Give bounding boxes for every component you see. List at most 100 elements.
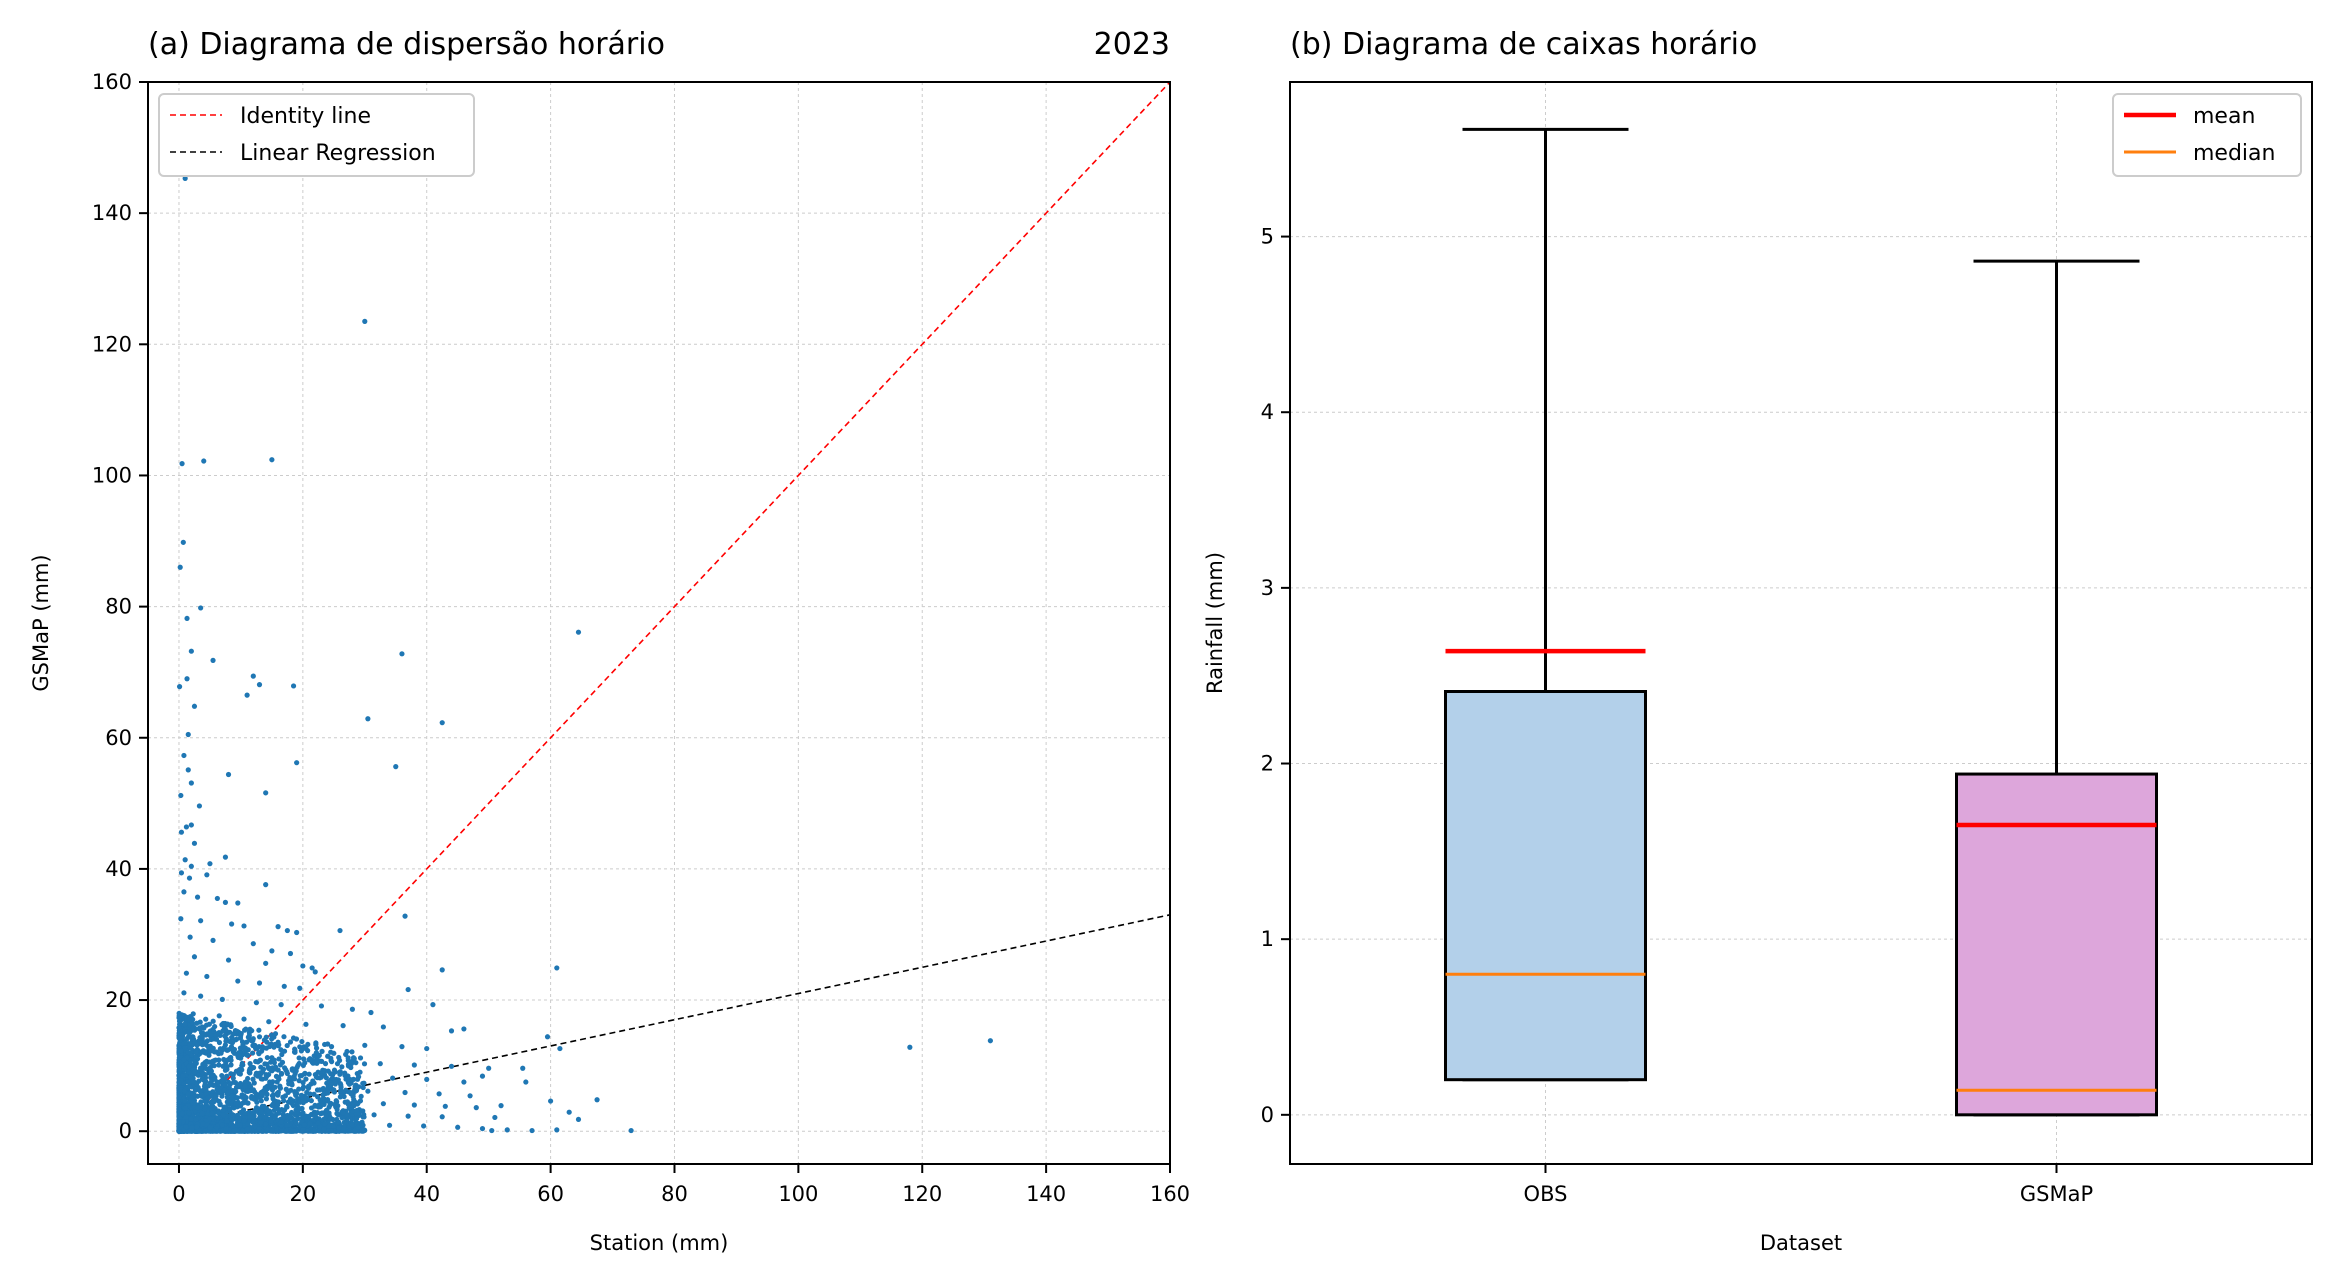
scatter-point-cluster: [292, 1048, 298, 1054]
scatter-point-cluster: [194, 1042, 200, 1048]
scatter-point-cluster: [306, 1071, 312, 1077]
scatter-point: [377, 1061, 383, 1067]
y-tick-label: 0: [119, 1119, 132, 1143]
scatter-point-cluster: [314, 1075, 321, 1081]
scatter-point-cluster: [220, 1020, 226, 1027]
scatter-point-cluster: [308, 1105, 315, 1111]
scatter-point: [380, 1101, 386, 1107]
scatter-point: [548, 1098, 554, 1104]
x-tick-label: 80: [661, 1182, 688, 1206]
scatter-point-cluster: [308, 1098, 314, 1104]
scatter-point-cluster: [230, 1112, 236, 1118]
y-tick-label: 4: [1261, 400, 1274, 424]
scatter-point-cluster: [300, 1080, 306, 1086]
scatter-point: [244, 1052, 250, 1058]
scatter-point: [178, 829, 185, 835]
scatter-point-cluster: [186, 1033, 192, 1040]
boxplot-plot-frame: [1289, 81, 2313, 1165]
regression-line: [178, 914, 1171, 1126]
scatter-point-cluster: [323, 1107, 330, 1113]
scatter-point-cluster: [231, 1128, 237, 1134]
scatter-point: [178, 870, 185, 876]
scatter-point-cluster: [267, 1067, 274, 1073]
scatter-point: [222, 899, 229, 905]
scatter-point: [907, 1044, 913, 1050]
scatter-point: [411, 1102, 417, 1108]
scatter-point: [188, 822, 194, 828]
scatter-point: [284, 1070, 290, 1077]
scatter-point-cluster: [233, 1088, 239, 1095]
scatter-point-cluster: [328, 1071, 334, 1077]
scatter-point-cluster: [307, 1120, 313, 1126]
scatter-legend: Identity line Linear Regression: [158, 93, 475, 177]
scatter-point-cluster: [205, 1095, 211, 1101]
scatter-point-cluster: [202, 1040, 208, 1046]
scatter-point: [594, 1097, 600, 1103]
scatter-point-cluster: [176, 1014, 182, 1020]
scatter-point-cluster: [357, 1055, 364, 1061]
scatter-point-cluster: [296, 1060, 302, 1067]
scatter-point: [362, 1042, 368, 1048]
scatter-point: [294, 929, 300, 936]
scatter-point: [504, 1127, 510, 1133]
scatter-point-cluster: [240, 1128, 246, 1134]
scatter-point-cluster: [299, 1038, 305, 1045]
scatter-point: [201, 458, 207, 464]
scatter-point-cluster: [225, 1090, 231, 1096]
scatter-point: [181, 889, 187, 895]
scatter-point: [380, 1024, 386, 1030]
scatter-point-cluster: [293, 1036, 300, 1042]
x-tick-label: 60: [537, 1182, 564, 1206]
scatter-point-cluster: [318, 1110, 325, 1116]
scatter-point-cluster: [301, 1056, 307, 1062]
scatter-point-cluster: [304, 1128, 311, 1134]
scatter-point-cluster: [354, 1107, 360, 1114]
scatter-point-cluster: [186, 1110, 192, 1116]
scatter-point: [181, 752, 187, 759]
scatter-point-cluster: [187, 1084, 193, 1090]
scatter-point-cluster: [296, 1086, 302, 1092]
scatter-point-cluster: [334, 1106, 340, 1112]
scatter-point: [284, 927, 290, 934]
scatter-point-cluster: [224, 1118, 230, 1124]
scatter-point: [194, 894, 201, 900]
scatter-point-cluster: [223, 1038, 229, 1044]
scatter-point-cluster: [214, 1079, 220, 1085]
y-tick-label: 100: [92, 463, 132, 487]
scatter-point-cluster: [263, 1121, 269, 1127]
scatter-point-cluster: [346, 1128, 353, 1134]
scatter-point: [300, 1085, 306, 1092]
scatter-point-cluster: [275, 1039, 281, 1045]
scatter-point: [294, 760, 300, 766]
scatter-point: [399, 651, 405, 657]
scatter-point-cluster: [312, 1060, 318, 1066]
scatter-point-cluster: [264, 1073, 270, 1079]
scatter-point-cluster: [360, 1084, 366, 1091]
scatter-point: [355, 1074, 362, 1080]
scatter-point: [467, 1093, 473, 1099]
scatter-point-cluster: [222, 1082, 228, 1088]
scatter-point-cluster: [305, 1048, 311, 1054]
scatter-point-cluster: [303, 1076, 309, 1082]
scatter-point-cluster: [213, 1036, 220, 1042]
scatter-point-cluster: [346, 1105, 352, 1111]
scatter-point: [278, 1119, 284, 1125]
scatter-point-cluster: [225, 1047, 231, 1053]
scatter-point: [287, 1039, 294, 1045]
x-tick-label: 120: [902, 1182, 942, 1206]
scatter-points: [176, 175, 993, 1134]
scatter-point-cluster: [242, 1047, 248, 1053]
scatter-point-cluster: [284, 1042, 290, 1049]
scatter-point-cluster: [264, 1091, 270, 1097]
y-tick-label: 2: [1261, 752, 1274, 776]
scatter-point: [405, 1113, 411, 1119]
scatter-point: [318, 1003, 325, 1009]
scatter-point-cluster: [336, 1069, 343, 1076]
scatter-point: [180, 1073, 186, 1079]
scatter-point-cluster: [268, 1082, 274, 1088]
scatter-point-cluster: [187, 1041, 193, 1047]
scatter-point: [250, 673, 256, 679]
scatter-point-cluster: [242, 1083, 248, 1089]
scatter-point: [180, 539, 186, 545]
scatter-point-cluster: [237, 1035, 244, 1041]
